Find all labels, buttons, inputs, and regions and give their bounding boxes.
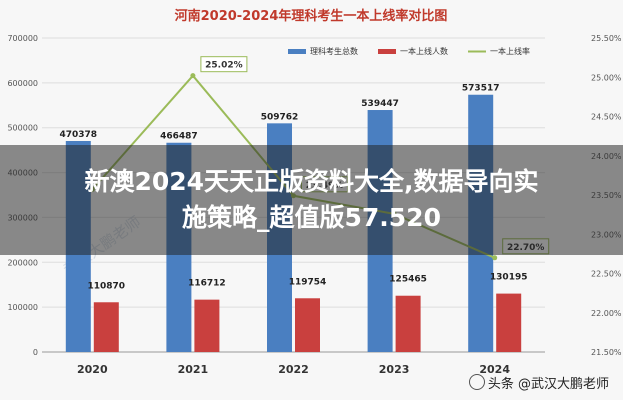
y-right-tick-label: 25.50% <box>591 34 622 43</box>
chart-title: 河南2020-2024年理科考生一本上线率对比图 <box>175 8 448 24</box>
data-label-admitted: 116712 <box>188 279 226 289</box>
y-right-tick-label: 22.50% <box>591 270 622 279</box>
bar-tier1-admitted <box>395 295 421 352</box>
source-label: 头条 @武汉大鹏老师 <box>487 377 609 392</box>
x-tick-label: 2022 <box>278 363 309 376</box>
data-label-total: 466487 <box>160 132 198 142</box>
y-left-tick-label: 600000 <box>7 79 38 88</box>
legend-label: 理科考生总数 <box>310 46 358 56</box>
bar-tier1-admitted <box>295 298 320 352</box>
y-left-tick-label: 0 <box>33 348 38 357</box>
rate-label-box <box>200 56 248 73</box>
x-tick-label: 2020 <box>77 363 108 376</box>
y-left-tick-label: 500000 <box>7 124 38 133</box>
legend-swatch <box>378 49 396 54</box>
data-label-total: 573517 <box>462 84 500 94</box>
legend-swatch <box>288 49 306 54</box>
x-tick-label: 2024 <box>479 363 510 376</box>
line-point <box>492 255 498 261</box>
y-right-tick-label: 22.00% <box>591 309 622 318</box>
x-tick-label: 2023 <box>379 363 410 376</box>
y-left-tick-label: 100000 <box>7 303 38 312</box>
overlay-line-1: 新澳2024天天正版资料大全,数据导向实 <box>84 167 539 196</box>
y-left-tick-label: 700000 <box>7 34 38 43</box>
data-label-admitted: 110870 <box>88 281 126 291</box>
data-label-total: 470378 <box>60 130 98 140</box>
data-label-admitted: 130195 <box>490 273 528 283</box>
data-label-admitted: 119754 <box>289 277 327 287</box>
line-point <box>190 73 196 79</box>
y-right-tick-label: 24.50% <box>591 113 622 122</box>
overlay-line-2: 施策略_超值版57.520 <box>182 203 441 232</box>
x-tick-label: 2021 <box>178 363 209 376</box>
data-label-admitted: 125465 <box>389 275 427 285</box>
y-right-tick-label: 21.50% <box>591 348 622 357</box>
rate-data-label: 25.02% <box>205 61 243 71</box>
y-right-tick-label: 25.00% <box>591 73 622 82</box>
source-credit: 头条 @武汉大鹏老师 <box>468 373 609 392</box>
data-label-total: 539447 <box>361 99 399 109</box>
data-label-total: 509762 <box>261 112 299 122</box>
legend-label: 一本上线人数 <box>400 46 448 56</box>
legend-label: 一本上线率 <box>490 46 530 56</box>
bar-tier1-admitted <box>194 299 220 352</box>
overlay-banner: 新澳2024天天正版资料大全,数据导向实 施策略_超值版57.520 <box>0 145 623 255</box>
author-avatar-icon <box>468 374 485 390</box>
bar-tier1-admitted <box>496 293 522 352</box>
bar-tier1-admitted <box>93 302 119 352</box>
y-left-tick-label: 200000 <box>7 258 38 267</box>
